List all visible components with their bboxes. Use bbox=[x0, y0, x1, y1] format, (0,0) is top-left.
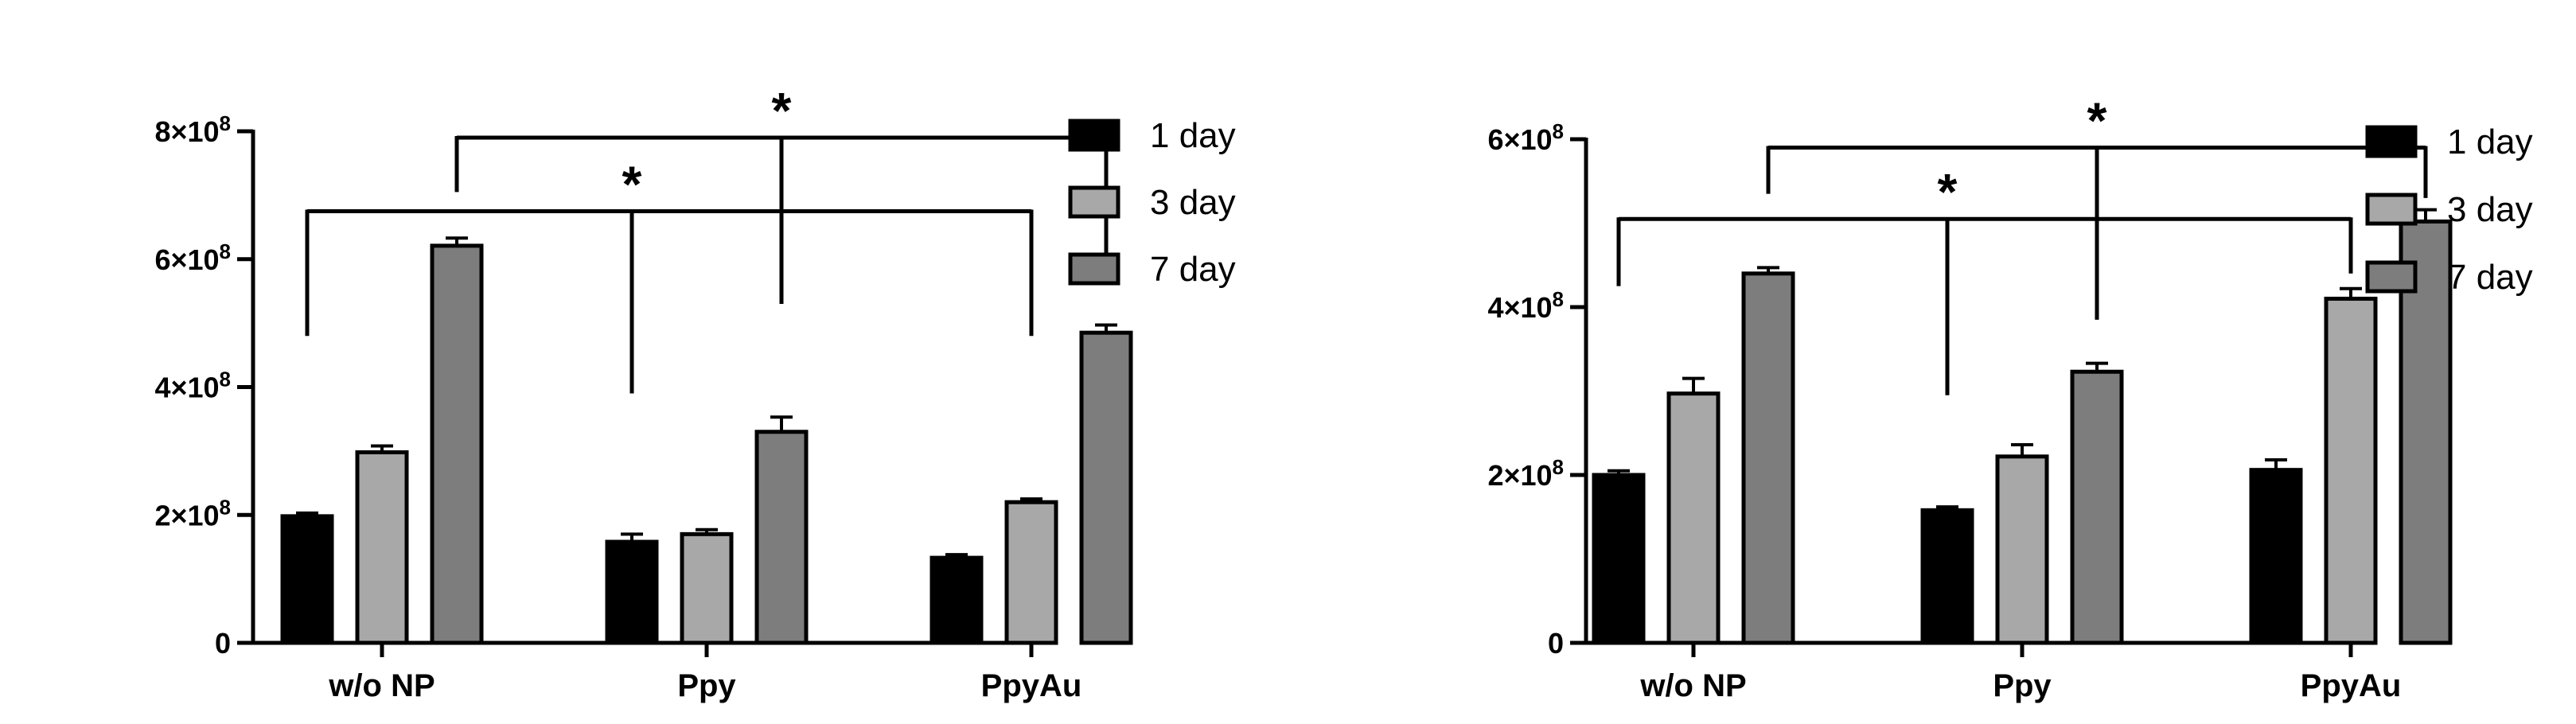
bar-1-day-2 bbox=[2249, 468, 2303, 645]
y-tick-label-exponent: 8 bbox=[220, 495, 231, 519]
bar-7-day-2 bbox=[1079, 330, 1133, 645]
legend-label: 3 day bbox=[1150, 183, 1236, 222]
bar-7-day-1 bbox=[2070, 369, 2124, 645]
bar-1-day-2 bbox=[929, 555, 984, 645]
y-tick-label: 2×108 bbox=[154, 495, 231, 531]
significance-bracket: * bbox=[305, 155, 1034, 394]
legend-swatch bbox=[2365, 260, 2418, 294]
legend-label: 1 day bbox=[2447, 123, 2533, 162]
significance-star: * bbox=[1938, 163, 1958, 220]
category-label: w/o NP bbox=[328, 668, 435, 703]
y-tick-label-base: 6×10 bbox=[1487, 123, 1552, 156]
category-label: w/o NP bbox=[1639, 668, 1746, 703]
y-tick-label-base: 2×10 bbox=[1487, 459, 1552, 492]
legend-label: 1 day bbox=[1150, 116, 1236, 155]
y-tick-label: 4×108 bbox=[154, 368, 231, 404]
y-tick-label: 2×108 bbox=[1487, 455, 1564, 492]
significance-star: * bbox=[772, 82, 792, 139]
significance-star: * bbox=[622, 155, 642, 212]
y-tick-label: 8×108 bbox=[154, 111, 231, 148]
bar-7-day-0 bbox=[430, 243, 484, 645]
bar-7-day-1 bbox=[754, 430, 809, 645]
bar-1-day-1 bbox=[605, 539, 659, 645]
category-label: PpyAu bbox=[2301, 668, 2402, 703]
y-tick-label-exponent: 8 bbox=[1553, 455, 1564, 479]
significance-star: * bbox=[2087, 92, 2107, 150]
y-tick-label-base: 6×10 bbox=[154, 243, 219, 276]
category-label: Ppy bbox=[1993, 668, 2052, 703]
significance-bracket: * bbox=[1766, 92, 2428, 320]
y-tick-label: 0 bbox=[1548, 627, 1564, 660]
significance-bracket: * bbox=[1616, 163, 2353, 395]
y-tick-label: 4×108 bbox=[1487, 287, 1564, 324]
bar-3-day-2 bbox=[2324, 296, 2378, 645]
y-tick-label-base: 0 bbox=[1548, 627, 1564, 660]
y-tick-label-base: 4×10 bbox=[154, 372, 219, 404]
legend-label: 3 day bbox=[2447, 190, 2533, 229]
legend-swatch bbox=[2365, 193, 2418, 226]
bar-1-day-0 bbox=[280, 514, 334, 645]
legend-swatch bbox=[2365, 125, 2418, 158]
legend-swatch bbox=[1068, 185, 1120, 219]
category-label: PpyAu bbox=[981, 668, 1082, 703]
y-tick-label-exponent: 8 bbox=[220, 368, 231, 391]
significance-bracket: * bbox=[454, 82, 1109, 305]
y-tick-label: 0 bbox=[215, 627, 231, 660]
y-tick-label-exponent: 8 bbox=[1553, 119, 1564, 143]
bar-3-day-1 bbox=[1995, 454, 2049, 645]
y-tick-label-base: 0 bbox=[215, 627, 231, 660]
legend-swatch bbox=[1068, 119, 1120, 152]
legend-swatch bbox=[1068, 252, 1120, 286]
y-tick-label-base: 2×10 bbox=[154, 499, 219, 531]
y-tick-label-exponent: 8 bbox=[1553, 287, 1564, 311]
legend-label: 7 day bbox=[1150, 250, 1236, 289]
y-tick-label-exponent: 8 bbox=[220, 111, 231, 135]
y-tick-label-base: 8×10 bbox=[154, 115, 219, 148]
legend-label: 7 day bbox=[2447, 258, 2533, 297]
bar-1-day-0 bbox=[1592, 473, 1646, 645]
bar-3-day-0 bbox=[355, 450, 409, 645]
y-tick-label-base: 4×10 bbox=[1487, 291, 1552, 324]
y-tick-label: 6×108 bbox=[154, 239, 231, 276]
y-tick-label-exponent: 8 bbox=[220, 239, 231, 263]
y-tick-label: 6×108 bbox=[1487, 119, 1564, 156]
category-label: Ppy bbox=[677, 668, 736, 703]
bar-3-day-1 bbox=[680, 531, 734, 645]
bar-1-day-1 bbox=[1920, 508, 1974, 645]
bar-7-day-0 bbox=[1741, 271, 1795, 645]
bar-3-day-2 bbox=[1004, 500, 1058, 645]
bar-3-day-0 bbox=[1666, 391, 1721, 645]
